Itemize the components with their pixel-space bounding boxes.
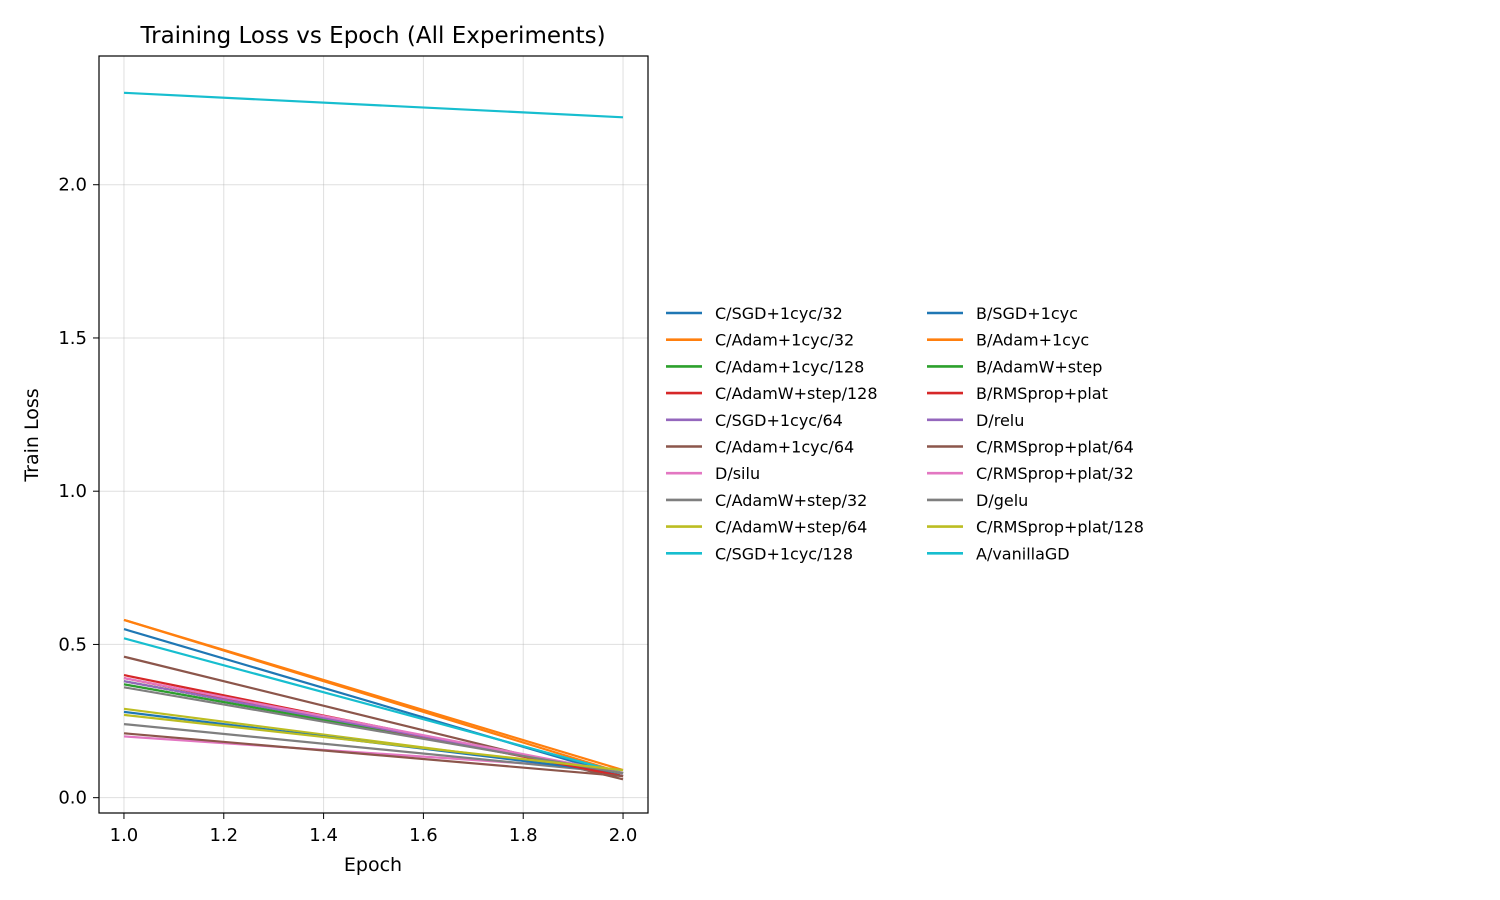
series-line-7 [123, 723, 624, 775]
y-tick-label: 2.0 [58, 175, 87, 196]
x-axis-label: Epoch [344, 854, 402, 876]
legend-label: C/Adam+1cyc/32 [715, 331, 854, 350]
legend-label: B/RMSprop+plat [976, 384, 1108, 403]
series-line-15 [123, 732, 624, 778]
series-line-17 [123, 686, 624, 775]
legend-label: D/silu [715, 464, 760, 483]
y-tick-label: 0.0 [58, 788, 87, 809]
legend-label: C/Adam+1cyc/64 [715, 438, 854, 457]
legend-label: C/AdamW+step/128 [715, 384, 878, 403]
legend-label: C/RMSprop+plat/128 [976, 518, 1144, 537]
series-lines [123, 91, 624, 781]
plot-frame [98, 55, 649, 814]
legend-label: D/gelu [976, 491, 1028, 510]
y-tick-label: 0.5 [58, 634, 87, 655]
x-tick-label: 1.4 [309, 825, 338, 846]
legend-label: C/SGD+1cyc/128 [715, 544, 853, 563]
legend-label: C/Adam+1cyc/128 [715, 357, 864, 376]
chart-title: Training Loss vs Epoch (All Experiments) [139, 23, 605, 49]
legend-label: B/Adam+1cyc [976, 331, 1089, 350]
legend: C/SGD+1cyc/32 C/Adam+1cyc/32 C/Adam+1cyc/1… [666, 304, 1144, 563]
legend-label: C/SGD+1cyc/32 [715, 304, 843, 323]
y-axis-label: Train Loss [21, 388, 43, 482]
series-line-9 [123, 637, 624, 775]
x-axis-ticks: 1.0 1.2 1.4 1.6 1.8 2.0 [110, 813, 638, 846]
grid [99, 56, 648, 813]
y-tick-label: 1.0 [58, 481, 87, 502]
x-tick-label: 1.8 [509, 825, 538, 846]
y-tick-label: 1.5 [58, 328, 87, 349]
legend-label: B/AdamW+step [976, 357, 1102, 376]
legend-label: B/SGD+1cyc [976, 304, 1078, 323]
legend-label: C/AdamW+step/64 [715, 518, 867, 537]
x-tick-label: 1.2 [209, 825, 238, 846]
legend-label: C/RMSprop+plat/32 [976, 464, 1134, 483]
y-axis-ticks: 0.0 0.5 1.0 1.5 2.0 [58, 175, 99, 809]
legend-label: C/RMSprop+plat/64 [976, 438, 1134, 457]
series-line-19 [123, 91, 624, 119]
series-line-11 [123, 618, 624, 772]
legend-label: D/relu [976, 411, 1024, 430]
series-line-18 [123, 713, 624, 772]
legend-label: C/SGD+1cyc/64 [715, 411, 843, 430]
x-tick-label: 1.0 [110, 825, 139, 846]
legend-label: C/AdamW+step/32 [715, 491, 867, 510]
x-tick-label: 2.0 [609, 825, 638, 846]
series-line-16 [123, 677, 624, 775]
legend-label: A/vanillaGD [976, 544, 1070, 563]
x-tick-label: 1.6 [409, 825, 438, 846]
